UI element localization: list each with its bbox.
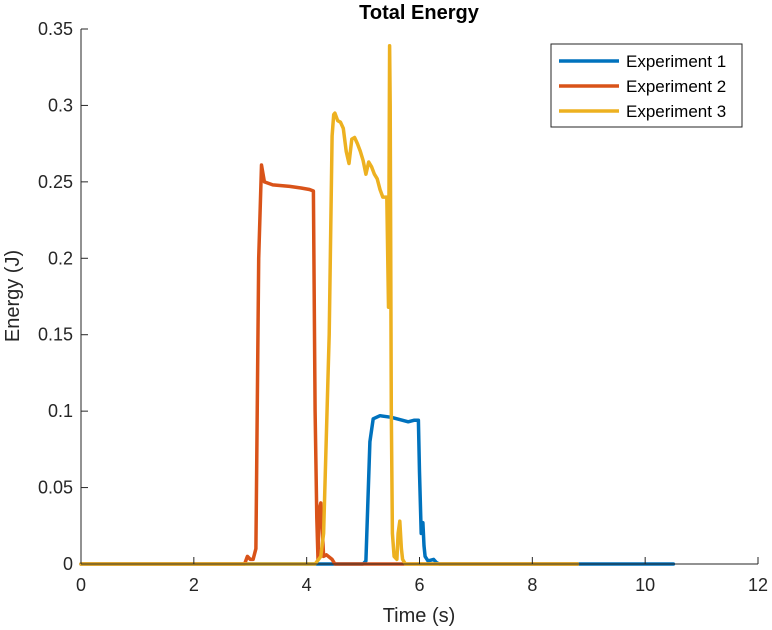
y-axis-label: Energy (J) [2, 250, 24, 342]
series-layer [79, 44, 676, 566]
series-line-experiment-2 [79, 163, 580, 566]
x-tick-label: 10 [635, 575, 655, 595]
y-tick-label: 0.1 [48, 401, 73, 421]
y-tick-label: 0.15 [38, 325, 73, 345]
y-tick-label: 0.25 [38, 172, 73, 192]
legend-label-experiment-3: Experiment 3 [626, 102, 726, 121]
chart-title: Total Energy [359, 2, 480, 24]
x-axis-label: Time (s) [383, 605, 456, 627]
x-tick-label: 6 [414, 575, 424, 595]
x-tick-label: 4 [302, 575, 312, 595]
y-tick-label: 0.3 [48, 95, 73, 115]
y-tick-label: 0.2 [48, 248, 73, 268]
legend-label-experiment-2: Experiment 2 [626, 77, 726, 96]
legend-label-experiment-1: Experiment 1 [626, 52, 726, 71]
x-tick-label: 12 [748, 575, 768, 595]
legend: Experiment 1 Experiment 2 Experiment 3 [550, 43, 743, 128]
legend-entries: Experiment 1 Experiment 2 Experiment 3 [559, 52, 726, 121]
series-line-experiment-3 [79, 44, 580, 566]
series-line-experiment-1 [79, 413, 676, 566]
x-tick-label: 8 [527, 575, 537, 595]
y-tick-label: 0 [63, 554, 73, 574]
x-tick-label: 2 [189, 575, 199, 595]
axes-layer: 0 2 4 6 8 10 12 0 0.05 0.1 0.15 0.2 0.25 0.3 0.35 [38, 19, 768, 595]
y-tick-label: 0.05 [38, 478, 73, 498]
y-tick-label: 0.35 [38, 19, 73, 39]
x-tick-label: 0 [76, 575, 86, 595]
